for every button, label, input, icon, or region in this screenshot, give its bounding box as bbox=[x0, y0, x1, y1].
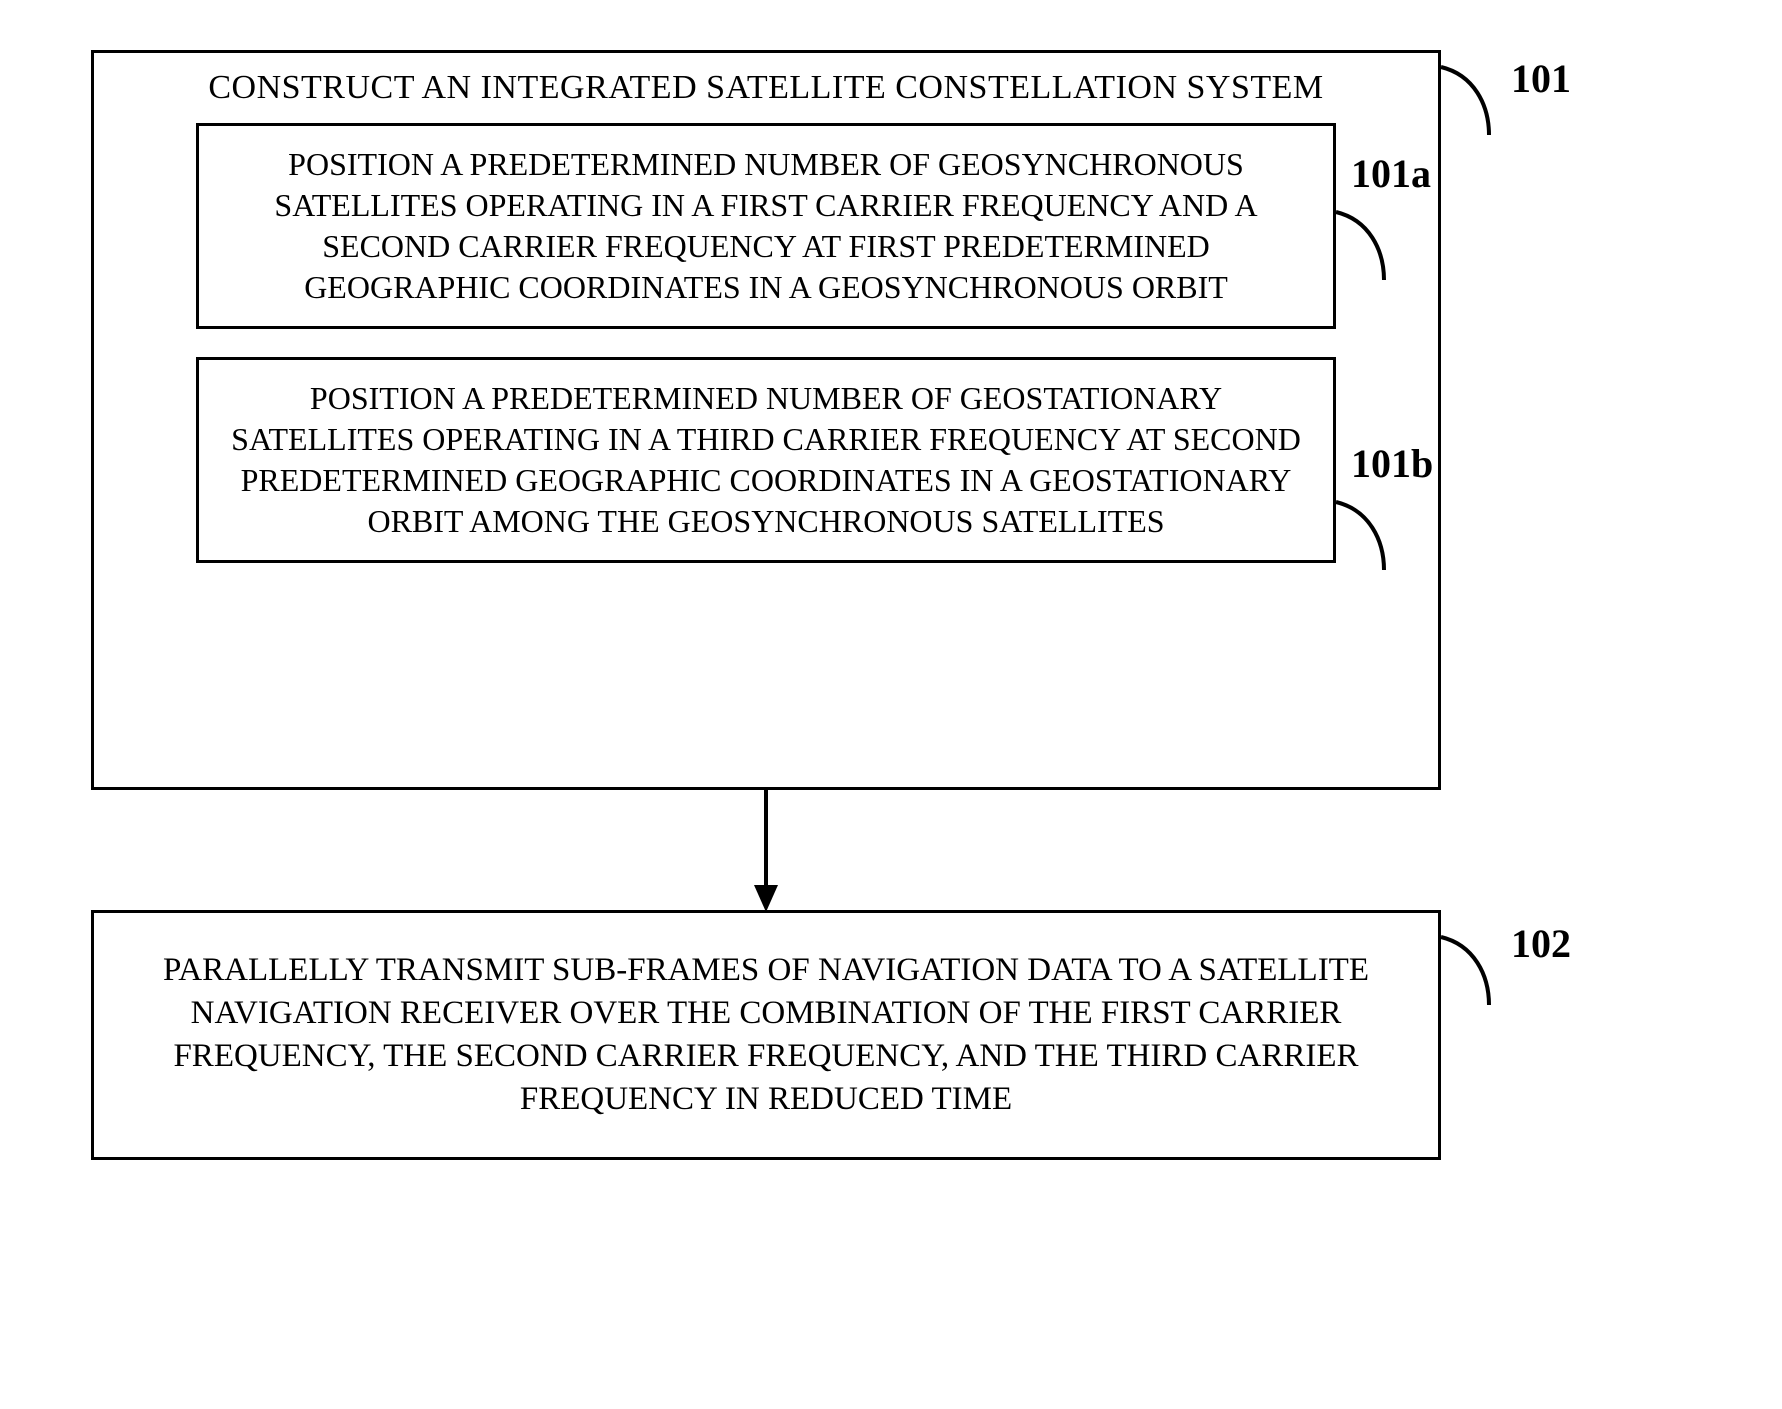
arrow-101-to-102 bbox=[751, 790, 781, 912]
step-102-box: PARALLELLY TRANSMIT SUB-FRAMES OF NAVIGA… bbox=[91, 910, 1441, 1160]
label-101a: 101a bbox=[1351, 150, 1431, 197]
step-101b-text: POSITION A PREDETERMINED NUMBER OF GEOST… bbox=[231, 380, 1301, 539]
label-101: 101 bbox=[1511, 55, 1571, 102]
bracket-102 bbox=[1439, 935, 1509, 1015]
bracket-101 bbox=[1439, 65, 1509, 145]
step-102-text: PARALLELLY TRANSMIT SUB-FRAMES OF NAVIGA… bbox=[114, 949, 1418, 1121]
label-102: 102 bbox=[1511, 920, 1571, 967]
step-101a-box: POSITION A PREDETERMINED NUMBER OF GEOSY… bbox=[196, 123, 1336, 329]
step-101b-box: POSITION A PREDETERMINED NUMBER OF GEOST… bbox=[196, 357, 1336, 563]
label-101b: 101b bbox=[1351, 440, 1433, 487]
outer-step-title: CONSTRUCT AN INTEGRATED SATELLITE CONSTE… bbox=[208, 69, 1323, 107]
flowchart-canvas: CONSTRUCT AN INTEGRATED SATELLITE CONSTE… bbox=[61, 40, 1721, 1360]
outer-step-box: CONSTRUCT AN INTEGRATED SATELLITE CONSTE… bbox=[91, 50, 1441, 790]
step-101a-text: POSITION A PREDETERMINED NUMBER OF GEOSY… bbox=[274, 146, 1257, 305]
